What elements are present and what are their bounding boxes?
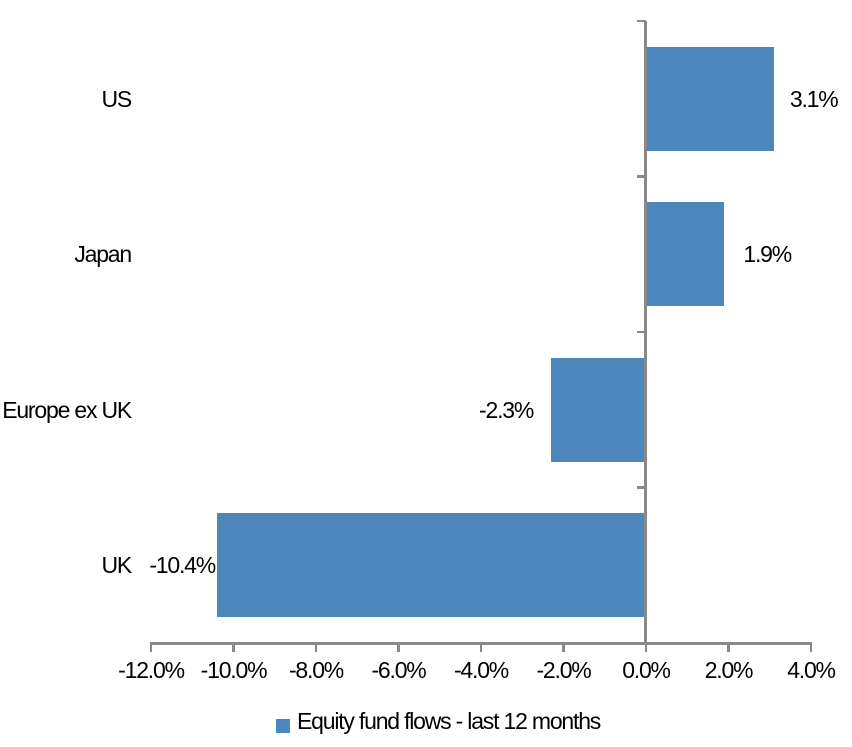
category-label: US	[101, 85, 132, 112]
x-axis-tick	[232, 642, 235, 652]
bar-us	[646, 46, 774, 151]
x-tick-label: 4.0%	[787, 657, 836, 683]
x-tick-label: 2.0%	[704, 657, 754, 683]
zero-axis-line	[644, 21, 647, 643]
zero-line-tick	[637, 19, 646, 23]
x-axis-tick	[644, 642, 648, 652]
x-tick-label: -8.0%	[288, 657, 344, 683]
x-axis-line	[151, 642, 812, 645]
data-label: 3.1%	[789, 85, 839, 112]
zero-line-tick	[637, 175, 646, 178]
x-axis-tick	[809, 642, 813, 652]
data-label: -2.3%	[479, 396, 534, 423]
x-axis-tick	[314, 642, 318, 652]
category-label: UK	[101, 552, 132, 579]
x-axis-tick	[149, 642, 153, 652]
x-axis-tick	[479, 642, 483, 652]
zero-line-tick	[637, 330, 646, 334]
x-tick-label: -4.0%	[453, 657, 509, 683]
legend-swatch-icon	[276, 719, 290, 733]
bar-europe-ex-uk	[551, 357, 646, 462]
data-label: 1.9%	[743, 241, 792, 268]
x-axis-tick	[562, 642, 565, 652]
x-axis-tick	[397, 642, 400, 652]
x-axis-tick	[727, 642, 730, 652]
x-tick-label: -10.0%	[200, 657, 268, 683]
x-tick-label: 0.0%	[622, 657, 671, 683]
x-tick-label: -2.0%	[536, 657, 591, 683]
category-label: Europe ex UK	[2, 396, 132, 423]
bar-uk	[217, 513, 646, 618]
category-label: Japan	[74, 241, 132, 268]
zero-line-tick	[637, 486, 646, 489]
x-tick-label: -12.0%	[118, 657, 185, 683]
legend-label: Equity fund flows - last 12 months	[297, 708, 601, 734]
x-tick-label: -6.0%	[371, 657, 426, 683]
data-label: -10.4%	[149, 552, 216, 579]
bar-japan	[646, 202, 725, 307]
